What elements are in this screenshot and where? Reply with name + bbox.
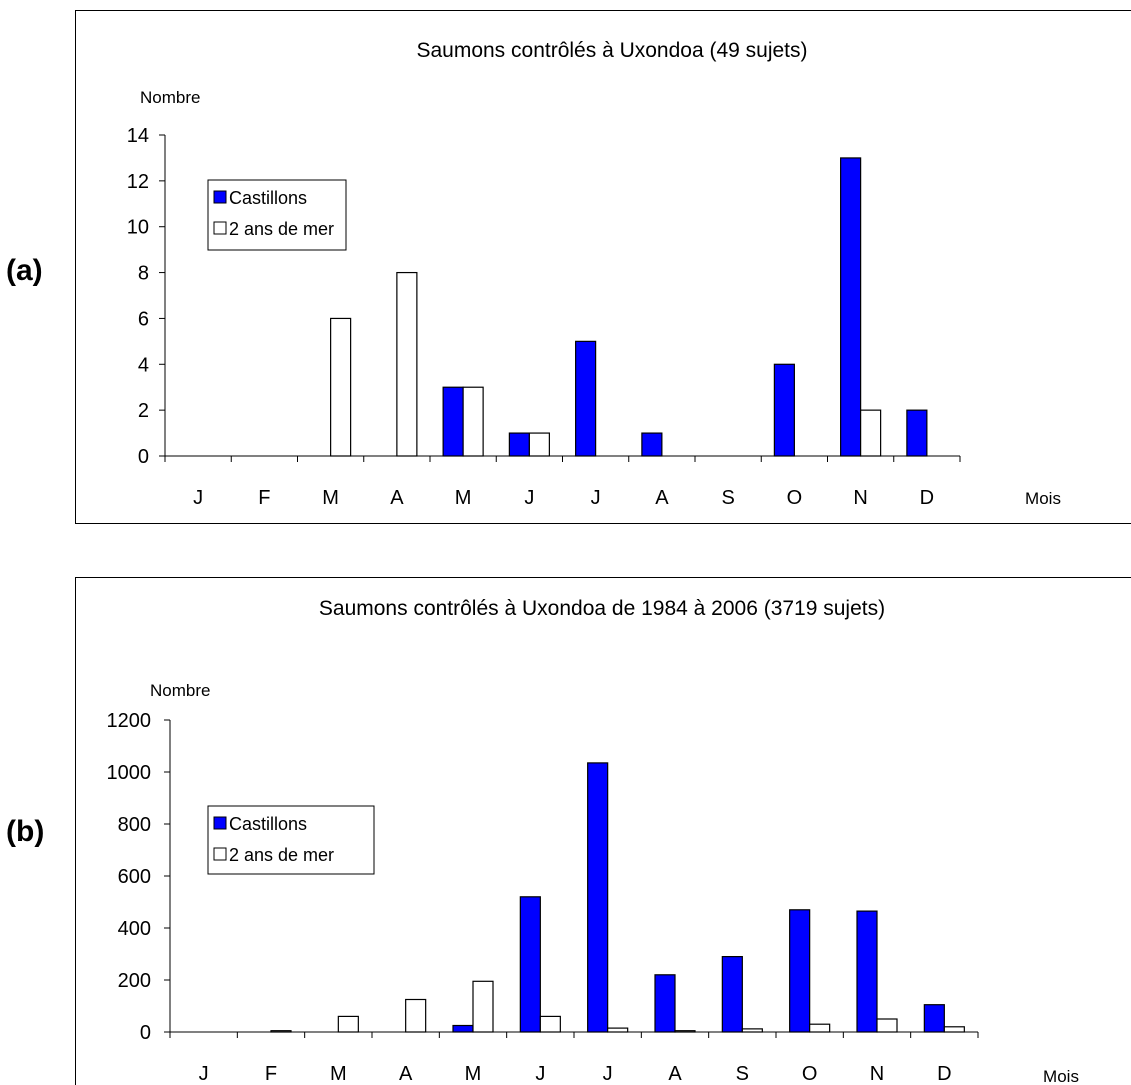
charta-category-label: J [193,487,203,509]
chartb-bar-2-ans-de-mer [674,1030,696,1033]
charta-bar-2-ans-de-mer [860,409,882,457]
chartb-legend-swatch-2-ans-de-mer [213,847,227,861]
charta-title: Saumons contrôlés à Uxondoa (49 sujets) [416,39,807,62]
chartb-category-label: M [330,1063,347,1085]
chartb-xlabel: Mois [1043,1067,1079,1085]
charta-y-tick-label: 14 [127,125,149,147]
charta-y-tick-label: 8 [138,263,149,285]
chartb-bar-castillons [923,1004,945,1033]
charta-y-tick-label: 6 [138,308,149,330]
chartb-category-label: S [736,1063,749,1085]
charta-xlabel: Mois [1025,489,1061,508]
chartb-category-label: J [199,1063,209,1085]
charta-bar-castillons [508,432,530,457]
chartb-category-label: N [870,1063,884,1085]
chartb-bar-2-ans-de-mer [741,1028,763,1033]
charta-y-tick-label: 12 [127,171,149,193]
charta-legend-swatch-castillons [213,190,227,204]
chartb-bar-2-ans-de-mer [405,998,427,1033]
charta-category-label: J [524,487,534,509]
chartb-legend-label-castillons: Castillons [229,814,307,834]
chartb-legend-box [207,805,375,875]
chartb-category-label: F [265,1063,277,1085]
chartb-bar-castillons [519,896,541,1033]
charta-legend-swatch-2-ans-de-mer [213,221,227,235]
charta-bar-2-ans-de-mer [528,432,550,457]
charta-bar-castillons [575,340,597,457]
chartb-bar-2-ans-de-mer [607,1027,629,1033]
charta-y-tick-label: 2 [138,400,149,422]
chartb-bar-castillons [721,955,743,1033]
chartb-title: Saumons contrôlés à Uxondoa de 1984 à 20… [319,597,885,620]
chartb-bar-2-ans-de-mer [876,1018,898,1033]
charta-y-tick-label: 4 [138,354,149,376]
charta-legend-label-castillons: Castillons [229,188,307,208]
charta-y-tick-label: 10 [127,217,149,239]
charta-bar-castillons [641,432,663,457]
chartb-category-label: D [937,1063,951,1085]
charta-category-label: N [853,487,867,509]
charta-legend-label-2-ans-de-mer: 2 ans de mer [229,219,334,239]
charta-bar-castillons [840,157,862,457]
chartb-y-tick-label: 1000 [107,762,152,784]
charta-legend-box [207,179,347,251]
chartb-ylabel: Nombre [150,681,210,700]
chartb-y-tick-label: 800 [118,814,151,836]
chartb-bar-2-ans-de-mer [270,1030,292,1033]
charta-ylabel: Nombre [140,88,200,107]
chartb-y-tick-label: 600 [118,866,151,888]
chartb-bar-2-ans-de-mer [472,980,494,1033]
charta-category-label: A [655,487,669,509]
charta-category-label: D [920,487,934,509]
charta-category-label: F [258,487,270,509]
charta-bar-castillons [442,386,464,457]
chart-panel-a [75,10,1131,524]
chartb-bar-2-ans-de-mer [539,1015,561,1033]
charta-bar-2-ans-de-mer [462,386,484,457]
chartb-bar-castillons [789,909,811,1033]
charta-category-label: M [322,487,339,509]
chartb-bar-2-ans-de-mer [943,1026,965,1033]
chartb-category-label: A [399,1063,413,1085]
charta-category-label: O [787,487,803,509]
charta-category-label: A [390,487,404,509]
chartb-y-tick-label: 0 [140,1022,151,1044]
chartb-category-label: M [465,1063,482,1085]
chartb-y-tick-label: 400 [118,918,151,940]
panel-label-b: (b) [6,815,45,848]
charta-bar-2-ans-de-mer [330,317,352,457]
chartb-y-tick-label: 200 [118,970,151,992]
charta-bar-2-ans-de-mer [396,271,418,457]
chartb-category-label: J [535,1063,545,1085]
chartb-bar-2-ans-de-mer [809,1023,831,1033]
chartb-bar-2-ans-de-mer [337,1015,359,1033]
charta-category-label: M [455,487,472,509]
chartb-category-label: A [668,1063,682,1085]
chartb-legend-label-2-ans-de-mer: 2 ans de mer [229,845,334,865]
charta-bar-castillons [773,363,795,457]
charta-bar-castillons [906,409,928,457]
panel-label-a: (a) [6,254,43,287]
charta-y-tick-label: 0 [138,446,149,468]
chartb-legend-swatch-castillons [213,816,227,830]
chartb-bar-castillons [587,762,609,1033]
charta-category-label: S [721,487,734,509]
chartb-category-label: O [802,1063,818,1085]
chartb-bar-castillons [654,974,676,1033]
chartb-y-tick-label: 1200 [107,710,152,732]
chartb-category-label: J [603,1063,613,1085]
charta-category-label: J [591,487,601,509]
chartb-bar-castillons [856,910,878,1033]
chartb-bar-castillons [452,1024,474,1033]
